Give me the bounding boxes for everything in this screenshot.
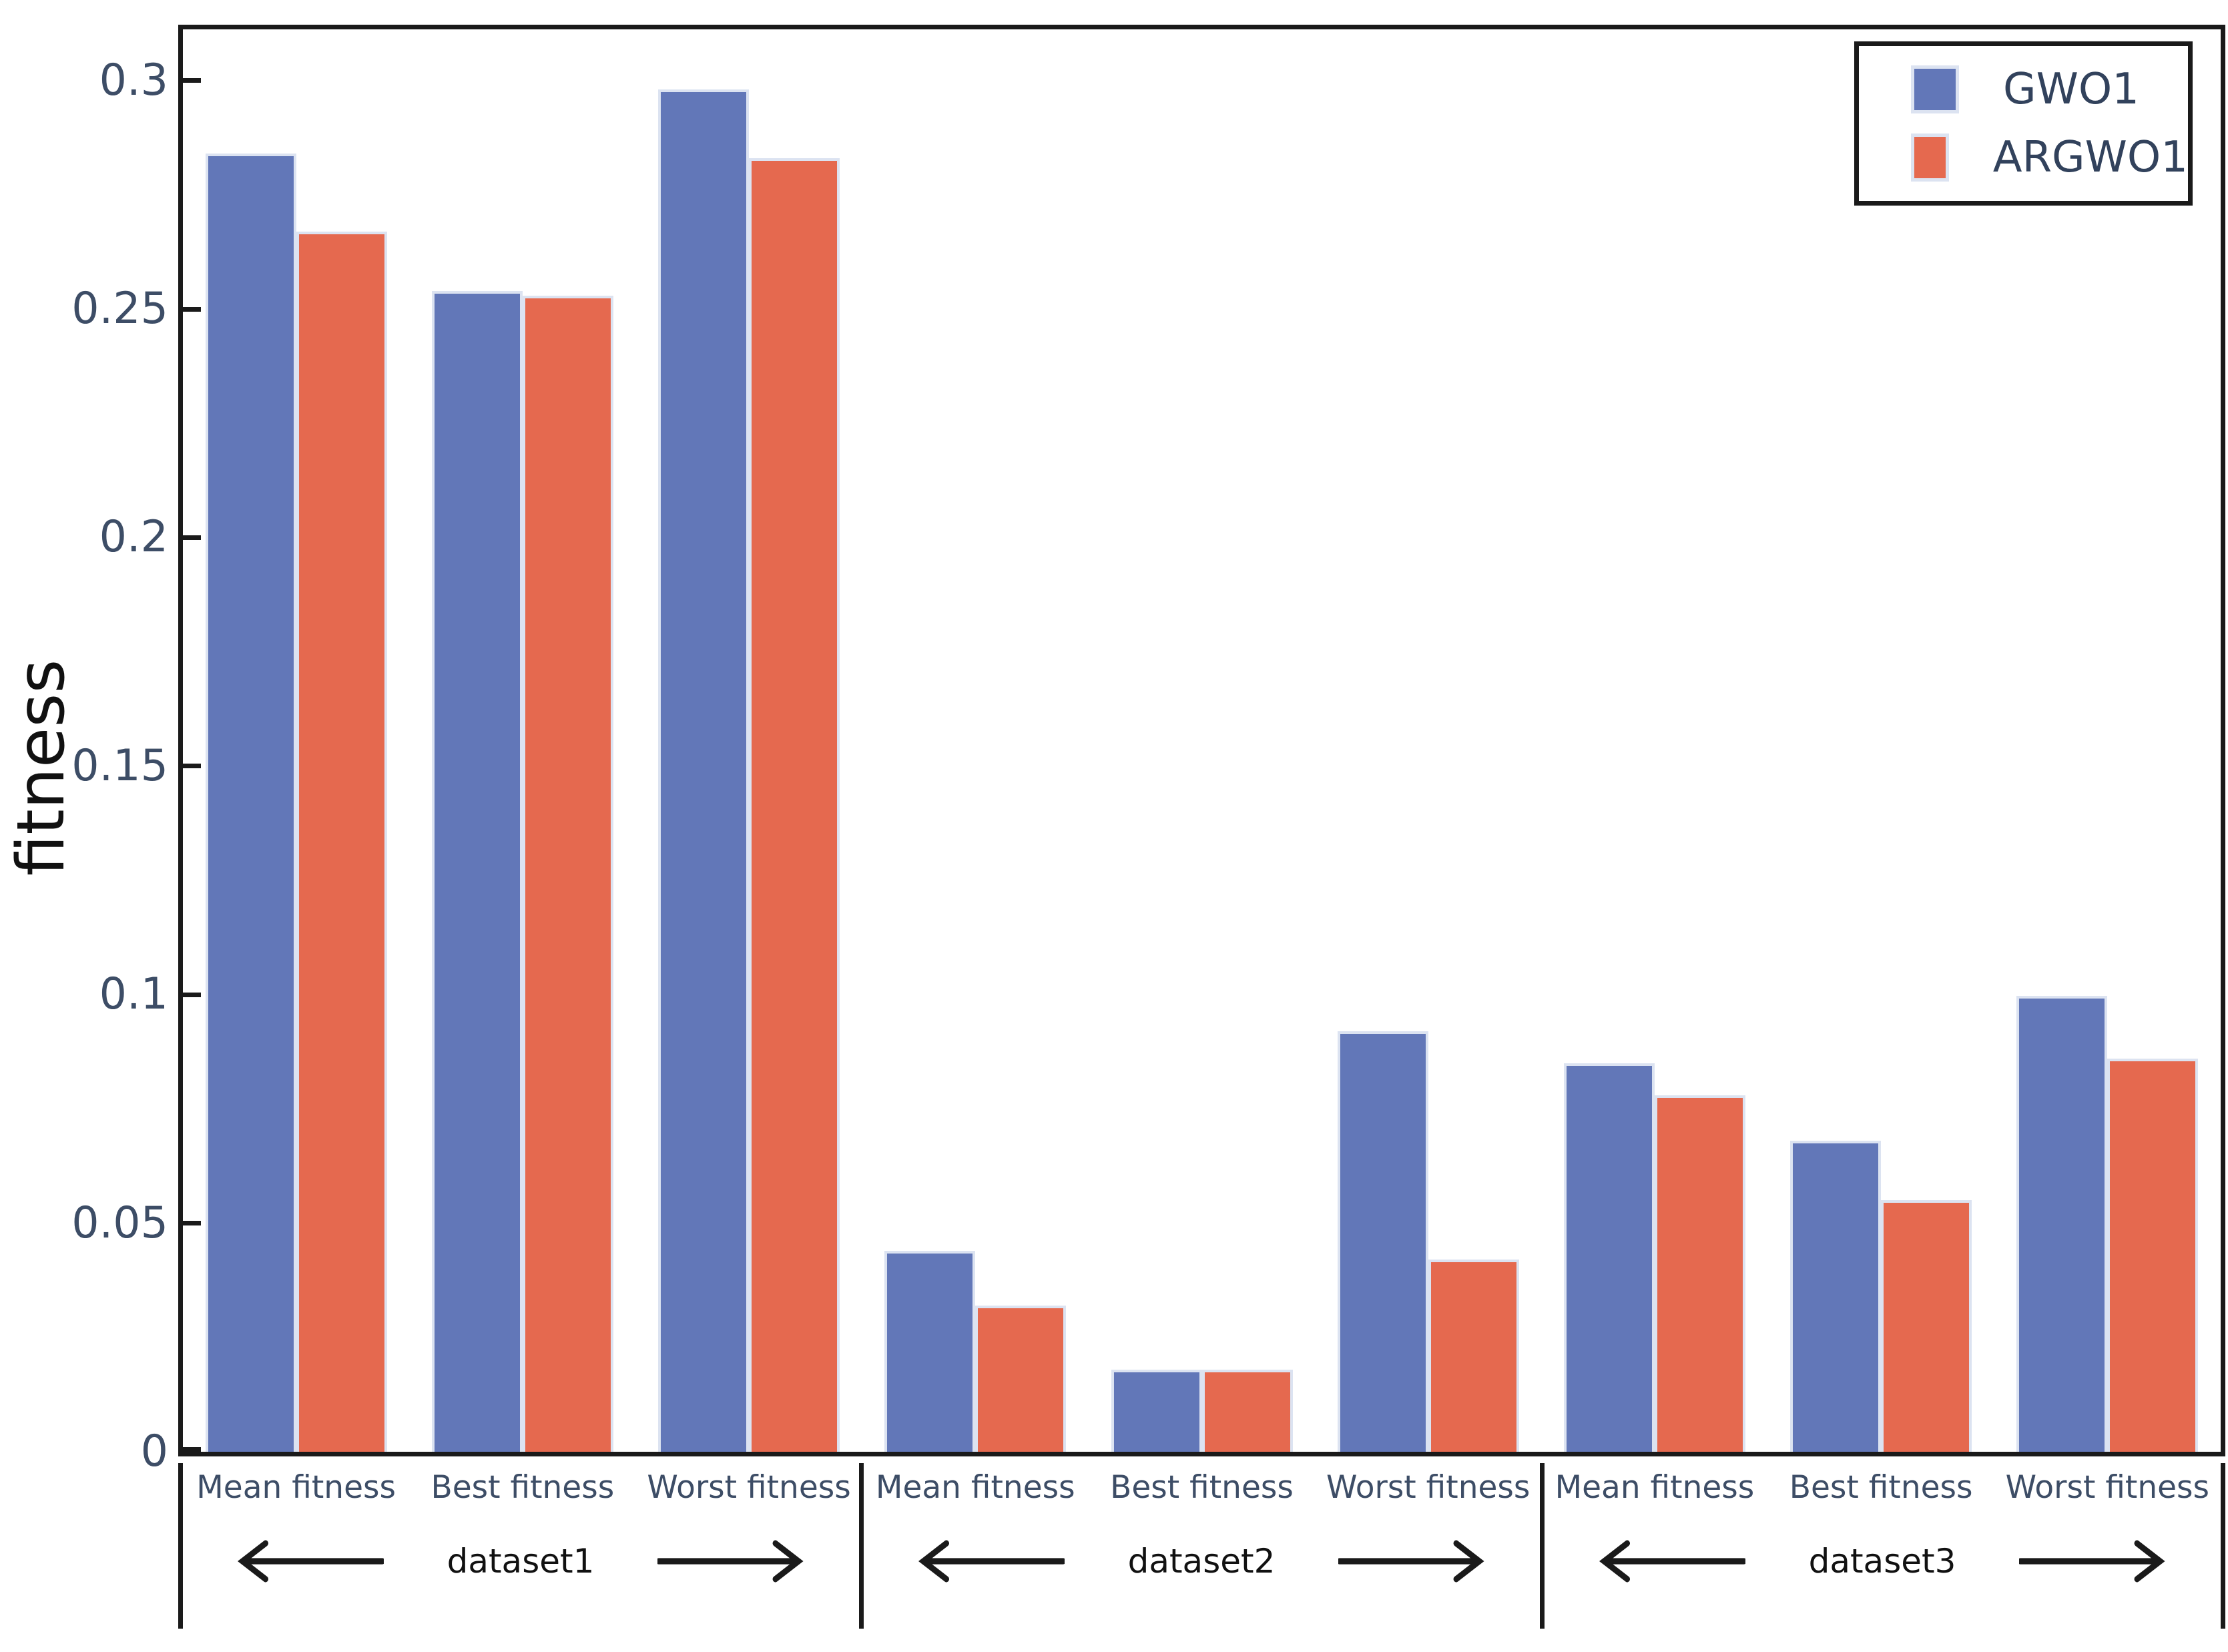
x-tick-label-5: Worst fitness [1326,1469,1530,1506]
x-tick-label-7: Best fitness [1789,1469,1973,1506]
left-arrow-icon [1599,1540,1745,1583]
gwo1-color-swatch [1911,65,1959,113]
y-tick-mark-0.25 [183,306,201,312]
dataset-section-dataset2: dataset2 [861,1533,1542,1590]
dataset-label-dataset2: dataset2 [1127,1542,1276,1581]
x-tick-label-6: Mean fitness [1555,1469,1755,1506]
legend-item-argwo1: ARGWO1 [1911,133,2188,182]
y-tick-label-0.25: 0.25 [71,284,168,334]
y-tick-label-0: 0 [140,1426,168,1476]
y-tick-mark-0.15 [183,764,201,769]
group-separator-1 [858,1463,864,1629]
dataset-label-dataset1: dataset1 [447,1542,595,1581]
bar-argwo1-0 [296,232,387,1452]
x-tick-label-4: Best fitness [1110,1469,1294,1506]
group-separator-2 [1539,1463,1545,1629]
left-arrow-icon [238,1540,384,1583]
group-separator-0 [178,1463,183,1629]
x-tick-label-1: Best fitness [431,1469,615,1506]
x-axis-labels: Mean fitness Best fitness Worst fitness Mea… [183,1467,2221,1508]
y-tick-mark-0.1 [183,992,201,997]
y-tick-label-0.3: 0.3 [99,55,168,105]
y-tick-mark-0.2 [183,535,201,540]
bar-gwo1-7 [1790,1141,1882,1452]
legend-item-gwo1: GWO1 [1911,65,2188,114]
y-tick-label-0.15: 0.15 [71,740,168,791]
bar-gwo1-8 [2016,996,2108,1452]
x-tick-label-2: Worst fitness [647,1469,851,1506]
bar-argwo1-2 [749,158,840,1452]
x-tick-label-3: Mean fitness [875,1469,1075,1506]
argwo1-color-swatch [1911,133,1949,182]
dataset-label-dataset3: dataset3 [1808,1542,1956,1581]
bar-argwo1-5 [1428,1260,1519,1452]
y-tick-mark-0 [183,1447,201,1452]
bar-argwo1-1 [522,296,613,1452]
y-tick-mark-0.3 [183,78,201,83]
bars-layer [183,29,2221,1452]
right-arrow-icon [2019,1540,2165,1583]
bar-argwo1-4 [1201,1370,1293,1452]
bar-argwo1-3 [975,1306,1067,1452]
bar-gwo1-3 [884,1251,976,1452]
legend: GWO1 ARGWO1 [1854,41,2193,206]
x-tick-label-0: Mean fitness [196,1469,396,1506]
legend-label-argwo1: ARGWO1 [1992,133,2188,182]
bar-gwo1-6 [1563,1063,1655,1452]
plot-area [178,25,2225,1456]
right-arrow-icon [1338,1540,1484,1583]
left-arrow-icon [918,1540,1065,1583]
bar-argwo1-6 [1654,1095,1745,1452]
bar-argwo1-7 [1881,1200,1972,1452]
bar-gwo1-2 [658,89,750,1452]
dataset-section-dataset1: dataset1 [180,1533,861,1590]
bar-gwo1-4 [1111,1370,1202,1452]
y-tick-label-0.1: 0.1 [99,969,168,1020]
bar-gwo1-1 [431,291,523,1452]
legend-label-gwo1: GWO1 [2003,65,2139,114]
dataset-section-dataset3: dataset3 [1542,1533,2223,1590]
bar-gwo1-0 [205,154,296,1452]
group-separator-3 [2220,1463,2225,1629]
right-arrow-icon [657,1540,804,1583]
bar-gwo1-5 [1337,1031,1428,1452]
y-tick-label-0.05: 0.05 [71,1197,168,1248]
x-tick-label-8: Worst fitness [2005,1469,2210,1506]
bar-argwo1-8 [2107,1059,2199,1452]
y-tick-mark-0.05 [183,1221,201,1226]
y-tick-label-0.2: 0.2 [99,512,168,563]
